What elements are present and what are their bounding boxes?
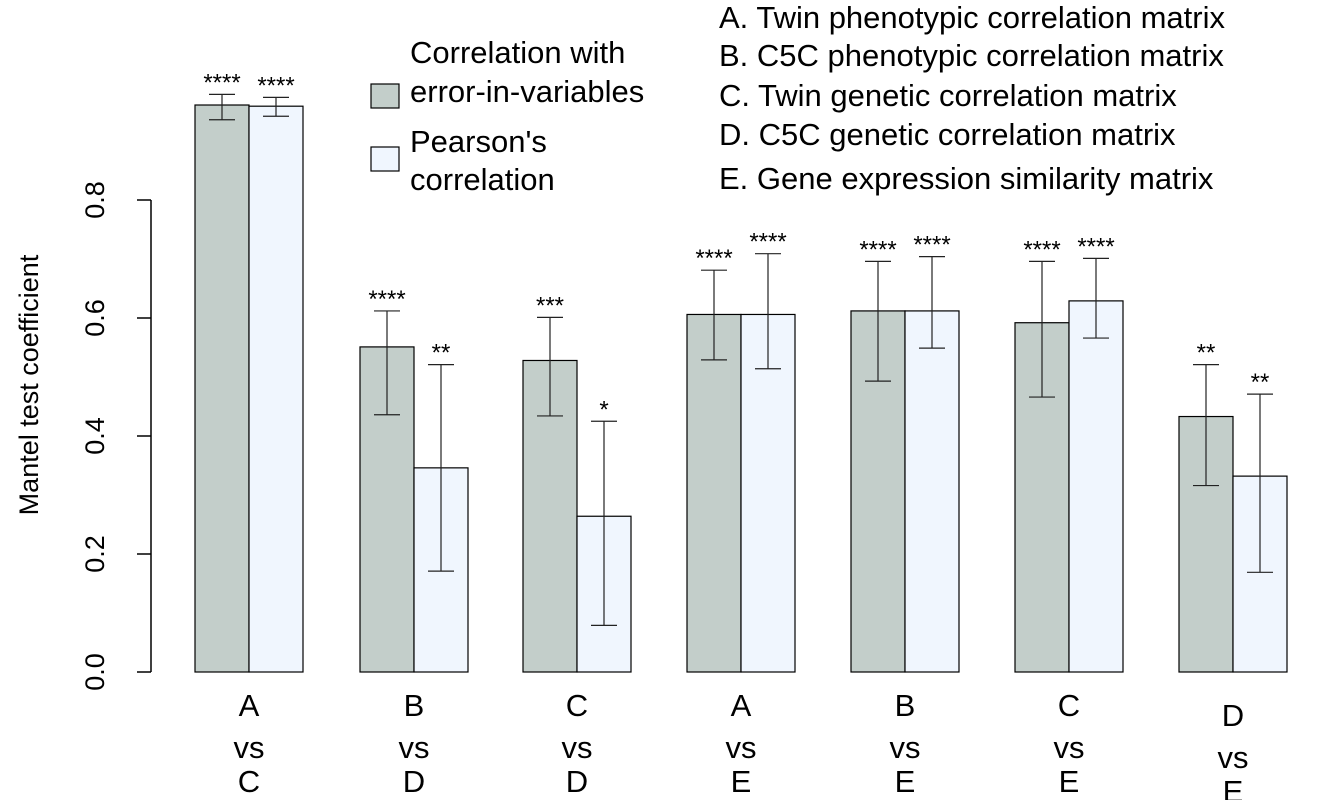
y-tick-label: 0.0	[80, 653, 110, 691]
y-tick-label: 0.8	[80, 181, 110, 219]
category-label: D	[403, 764, 425, 799]
category-label: E	[1223, 774, 1244, 800]
legend-label: correlation	[410, 162, 555, 197]
category-label: E	[1059, 764, 1080, 799]
category-label: B	[895, 688, 916, 723]
category-label: C	[238, 764, 260, 799]
category-label: vs	[562, 730, 593, 765]
legend-label: Pearson's	[410, 124, 547, 159]
matrix-legend-item: E. Gene expression similarity matrix	[719, 161, 1214, 196]
y-axis: 0.0 0.2 0.4 0.6 0.8	[80, 181, 152, 691]
category-label: vs	[890, 730, 921, 765]
significance-label: ****	[203, 69, 240, 96]
category-label: B	[404, 688, 425, 723]
significance-label: ****	[695, 245, 732, 272]
significance-label: ***	[536, 292, 564, 319]
significance-label: ****	[1077, 233, 1114, 260]
significance-label: ****	[1023, 236, 1060, 263]
significance-label: **	[1251, 369, 1270, 396]
significance-label: ****	[859, 236, 896, 263]
bar-series-2	[1068, 300, 1124, 673]
significance-label: ****	[257, 72, 294, 99]
matrix-legend-item: C. Twin genetic correlation matrix	[719, 78, 1177, 113]
category-label: E	[731, 764, 752, 799]
significance-labels: ******** ******* **** ***************** ****…	[203, 69, 1269, 423]
y-tick-label: 0.6	[80, 299, 110, 337]
category-label: A	[731, 688, 752, 723]
category-label: vs	[234, 730, 265, 765]
legend-swatch-series-2	[370, 146, 400, 172]
legend-swatch-series-1	[370, 83, 400, 109]
category-label: vs	[399, 730, 430, 765]
matrix-legend: A. Twin phenotypic correlation matrixB. …	[719, 0, 1225, 196]
category-label: A	[239, 688, 260, 723]
significance-label: ****	[749, 229, 786, 256]
category-label: C	[566, 688, 588, 723]
y-tick-label: 0.4	[80, 417, 110, 455]
matrix-legend-item: A. Twin phenotypic correlation matrix	[719, 0, 1225, 35]
significance-label: **	[432, 340, 451, 367]
legend-label: Correlation with	[410, 35, 625, 70]
bar-series-2	[740, 313, 796, 673]
series-legend: Correlation with error-in-variables Pearso…	[370, 35, 644, 197]
significance-label: **	[1197, 340, 1216, 367]
y-tick-label: 0.2	[80, 535, 110, 573]
category-label: E	[895, 764, 916, 799]
bar-series-2	[904, 310, 960, 673]
significance-label: *	[599, 396, 608, 423]
category-label: C	[1058, 688, 1080, 723]
category-label: vs	[1218, 740, 1249, 775]
category-label: D	[1222, 698, 1244, 733]
bar-series-1	[686, 313, 742, 673]
y-axis-label: Mantel test coefficient	[14, 254, 44, 515]
significance-label: ****	[368, 286, 405, 313]
error-bars	[209, 93, 1273, 626]
matrix-legend-item: B. C5C phenotypic correlation matrix	[719, 38, 1224, 73]
category-label: D	[566, 764, 588, 799]
significance-label: ****	[913, 232, 950, 259]
legend-label: error-in-variables	[410, 74, 644, 109]
bar-series-2	[248, 105, 304, 673]
category-label: vs	[726, 730, 757, 765]
bar-series-1	[194, 104, 250, 673]
category-label: vs	[1054, 730, 1085, 765]
matrix-legend-item: D. C5C genetic correlation matrix	[719, 117, 1176, 152]
